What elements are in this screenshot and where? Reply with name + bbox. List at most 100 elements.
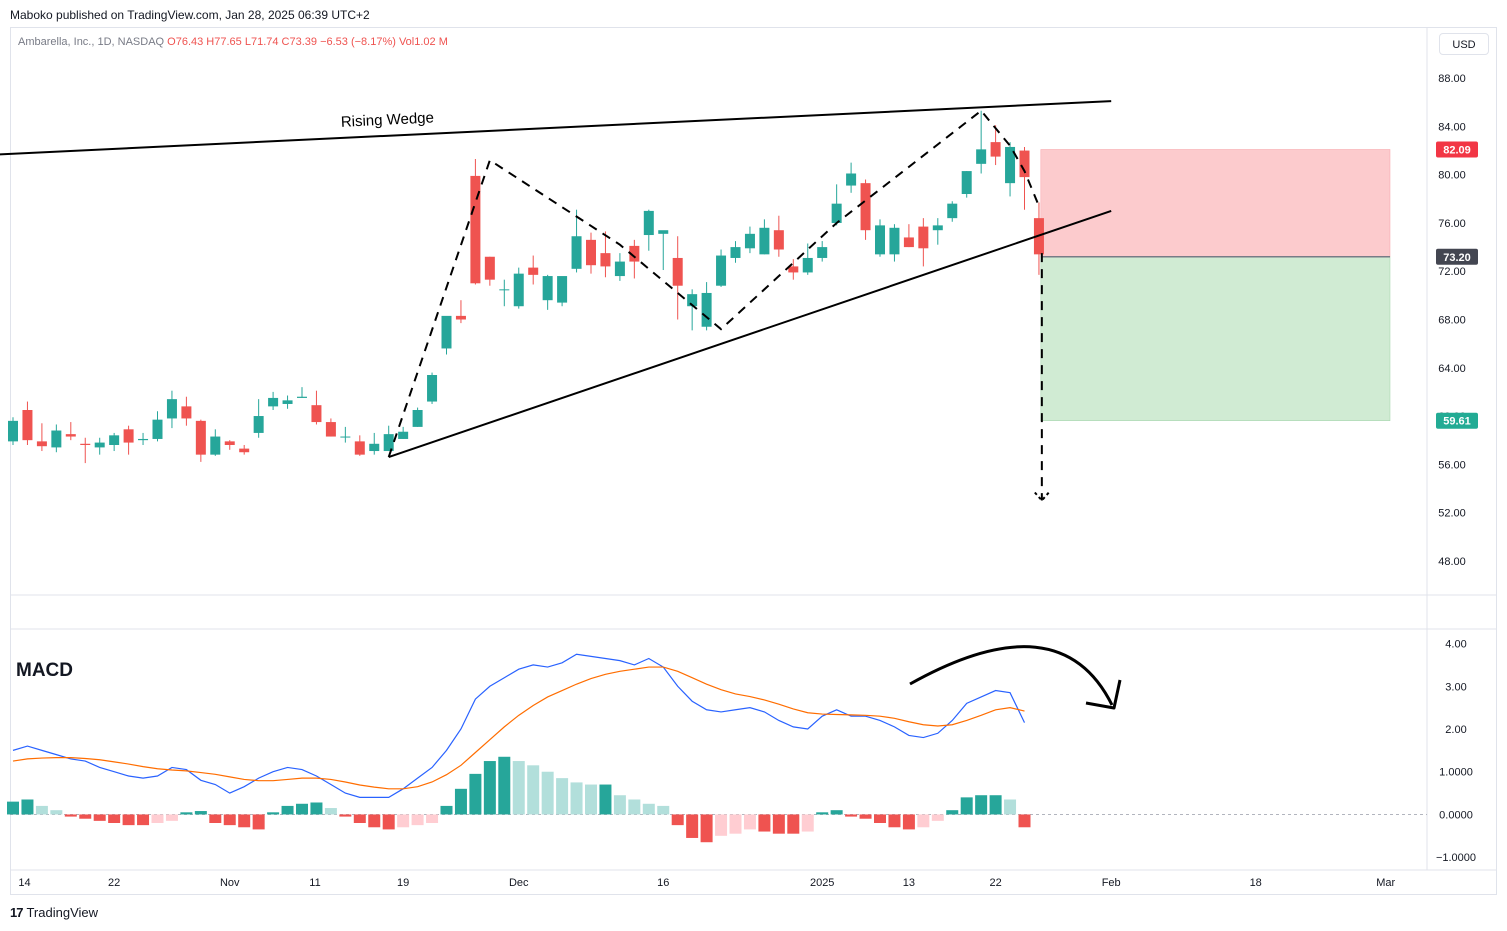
candle-body	[325, 422, 336, 437]
pattern-label: Rising Wedge	[340, 109, 434, 130]
candle-body	[268, 397, 279, 407]
macd-histogram-bar	[79, 814, 92, 819]
candle-body	[94, 442, 105, 448]
macd-histogram-bar	[411, 814, 424, 826]
candle-body	[976, 149, 987, 164]
candle-body	[455, 315, 466, 320]
candle-body	[311, 405, 322, 423]
wedge-lower-line	[388, 209, 1112, 459]
macd-histogram-bar	[382, 814, 395, 830]
price-tick-label: 64.00	[1438, 363, 1466, 375]
candle-body	[571, 236, 582, 269]
macd-tick-label: 1.0000	[1439, 767, 1473, 779]
candle-body	[340, 436, 351, 438]
time-tick-label: Dec	[509, 877, 529, 889]
macd-histogram-bar	[440, 805, 453, 815]
candle-body	[528, 267, 539, 275]
candle-body	[831, 203, 842, 223]
candle-body	[195, 420, 206, 455]
macd-histogram-bar	[194, 811, 207, 815]
candle-body	[643, 210, 654, 236]
macd-histogram-bar	[758, 814, 771, 832]
price-tick-label: 56.00	[1438, 459, 1466, 471]
ohlc-values: O76.43 H77.65 L71.74 C73.39 −6.53 (−8.17…	[167, 36, 448, 48]
macd-histogram-bar	[454, 788, 467, 815]
candle-body	[947, 203, 958, 219]
macd-histogram-bar	[599, 784, 612, 815]
time-tick-label: 18	[1250, 877, 1262, 889]
price-label: 82.09	[1443, 144, 1471, 156]
candle-body	[51, 430, 62, 448]
macd-histogram-bar	[772, 814, 785, 834]
candle-body	[875, 225, 885, 255]
macd-histogram-bar	[310, 802, 323, 815]
price-tick-label: 48.00	[1438, 556, 1466, 568]
candle-body	[123, 429, 134, 443]
candle-body	[470, 175, 481, 284]
macd-histogram-bar	[729, 814, 742, 834]
footer: 17 TradingView	[10, 905, 98, 920]
candle-body	[990, 142, 1001, 157]
macd-histogram-bar	[151, 814, 164, 823]
macd-histogram-bar	[267, 812, 280, 815]
candle-body	[860, 183, 871, 231]
macd-histogram-bar	[296, 803, 308, 815]
candle-body	[600, 253, 611, 267]
candle-body	[152, 419, 163, 439]
macd-histogram-bar	[570, 782, 583, 815]
candle-body	[513, 273, 524, 307]
currency-button[interactable]: USD	[1439, 33, 1489, 55]
macd-histogram-bar	[238, 814, 251, 828]
candle-body	[8, 420, 18, 442]
candle-body	[224, 441, 235, 445]
candle-body	[441, 315, 452, 349]
candle-body	[354, 441, 365, 455]
price-label: 73.20	[1443, 252, 1471, 264]
macd-histogram-bar	[21, 799, 34, 815]
price-tick-label: 72.00	[1438, 266, 1466, 278]
macd-histogram-bar	[657, 805, 670, 815]
macd-histogram-bar	[339, 814, 352, 817]
macd-histogram-bar	[498, 756, 511, 815]
price-label-box	[1436, 412, 1478, 429]
macd-histogram-bar	[7, 801, 19, 815]
macd-histogram-bar	[556, 778, 569, 815]
candle-body	[282, 400, 293, 404]
time-tick-label: Mar	[1376, 877, 1395, 889]
macd-tick-label: 3.00	[1445, 681, 1466, 693]
candle-body	[239, 448, 250, 453]
macd-histogram-bar	[715, 814, 728, 836]
price-label-box	[1436, 141, 1478, 158]
macd-tick-label: 0.0000	[1439, 809, 1473, 821]
macd-histogram-bar	[64, 814, 77, 817]
candle-body	[614, 261, 625, 277]
footer-brand[interactable]: TradingView	[26, 905, 99, 920]
candle-body	[499, 289, 510, 291]
macd-histogram-bar	[512, 761, 525, 815]
macd-histogram-bar	[469, 773, 482, 815]
macd-tick-label: 4.00	[1445, 639, 1466, 651]
candle-body	[788, 266, 799, 273]
candle-body	[846, 173, 857, 186]
symbol-name: Ambarella, Inc., 1D, NASDAQ	[18, 36, 165, 48]
candle-body	[138, 438, 149, 441]
price-tick-label: 80.00	[1438, 170, 1466, 182]
candle-body	[802, 257, 813, 273]
macd-histogram-bar	[223, 814, 236, 826]
macd-histogram-bar	[801, 814, 814, 832]
macd-histogram-bar	[845, 814, 858, 817]
macd-line	[12, 653, 1026, 798]
macd-histogram-bar	[902, 814, 915, 830]
candle-body	[65, 434, 76, 437]
price-tick-label: 88.00	[1438, 73, 1466, 85]
candle-body	[210, 436, 221, 455]
macd-histogram-bar	[397, 814, 410, 828]
macd-histogram-bar	[859, 814, 872, 819]
candle-body	[22, 410, 33, 441]
candle-body	[687, 294, 698, 307]
macd-histogram-bar	[686, 814, 699, 838]
macd-histogram-bar	[830, 810, 843, 815]
macd-histogram-bar	[93, 814, 106, 821]
macd-histogram-bar	[108, 814, 121, 823]
